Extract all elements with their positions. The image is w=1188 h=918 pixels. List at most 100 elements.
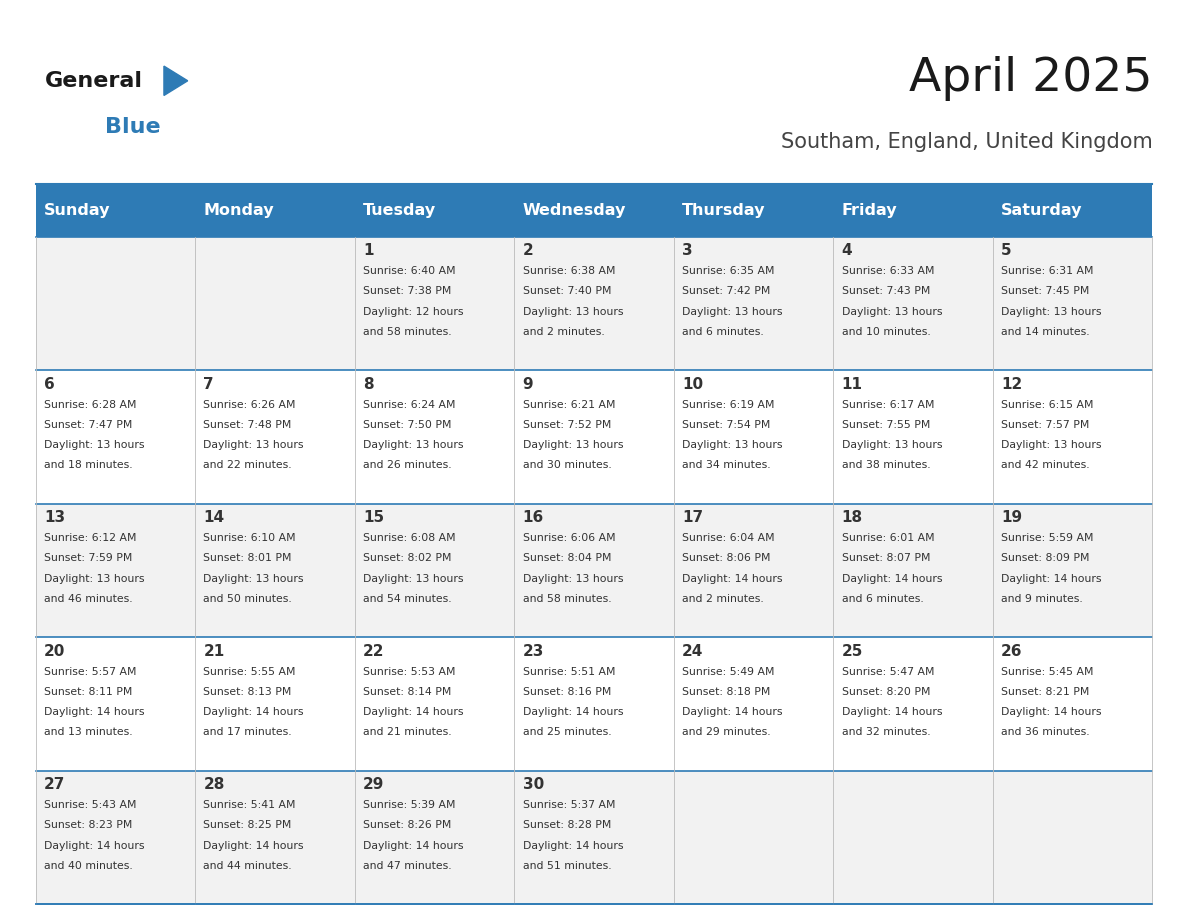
Bar: [195, 237, 355, 370]
Text: Sunset: 8:01 PM: Sunset: 8:01 PM: [203, 554, 292, 564]
Text: Friday: Friday: [841, 203, 897, 218]
Text: Sunrise: 5:45 AM: Sunrise: 5:45 AM: [1001, 666, 1094, 677]
Text: Daylight: 14 hours: Daylight: 14 hours: [841, 574, 942, 584]
Text: and 50 minutes.: and 50 minutes.: [203, 594, 292, 604]
Bar: [355, 370, 514, 504]
Text: 24: 24: [682, 644, 703, 659]
Text: Sunrise: 5:41 AM: Sunrise: 5:41 AM: [203, 800, 296, 810]
Text: Blue: Blue: [105, 117, 160, 137]
Bar: [674, 237, 833, 370]
Text: Sunset: 7:40 PM: Sunset: 7:40 PM: [523, 286, 611, 297]
Polygon shape: [164, 66, 188, 95]
Text: Sunset: 8:11 PM: Sunset: 8:11 PM: [44, 687, 132, 697]
Text: and 29 minutes.: and 29 minutes.: [682, 727, 771, 737]
Text: Sunset: 8:07 PM: Sunset: 8:07 PM: [841, 554, 930, 564]
Text: Sunset: 8:20 PM: Sunset: 8:20 PM: [841, 687, 930, 697]
Text: and 58 minutes.: and 58 minutes.: [364, 327, 451, 337]
Text: Daylight: 13 hours: Daylight: 13 hours: [841, 440, 942, 450]
Bar: [36, 771, 195, 904]
Text: Sunrise: 6:12 AM: Sunrise: 6:12 AM: [44, 533, 137, 543]
Text: 19: 19: [1001, 510, 1022, 525]
Text: 13: 13: [44, 510, 65, 525]
Text: Sunset: 8:09 PM: Sunset: 8:09 PM: [1001, 554, 1089, 564]
Text: Sunrise: 5:43 AM: Sunrise: 5:43 AM: [44, 800, 137, 810]
Bar: [514, 237, 674, 370]
Text: Sunrise: 6:26 AM: Sunrise: 6:26 AM: [203, 399, 296, 409]
Text: Sunset: 8:13 PM: Sunset: 8:13 PM: [203, 687, 292, 697]
Text: Sunrise: 5:47 AM: Sunrise: 5:47 AM: [841, 666, 934, 677]
Text: and 17 minutes.: and 17 minutes.: [203, 727, 292, 737]
Text: 22: 22: [364, 644, 385, 659]
Bar: [674, 370, 833, 504]
Text: and 18 minutes.: and 18 minutes.: [44, 460, 133, 470]
Text: 25: 25: [841, 644, 862, 659]
Text: Sunrise: 6:28 AM: Sunrise: 6:28 AM: [44, 399, 137, 409]
Bar: [674, 504, 833, 637]
Text: and 51 minutes.: and 51 minutes.: [523, 861, 611, 870]
Bar: [355, 184, 514, 237]
Bar: [195, 637, 355, 771]
Bar: [674, 637, 833, 771]
Bar: [36, 504, 195, 637]
Text: 15: 15: [364, 510, 384, 525]
Text: and 40 minutes.: and 40 minutes.: [44, 861, 133, 870]
Text: Sunrise: 5:51 AM: Sunrise: 5:51 AM: [523, 666, 615, 677]
Text: Sunset: 7:54 PM: Sunset: 7:54 PM: [682, 420, 771, 430]
Text: and 10 minutes.: and 10 minutes.: [841, 327, 930, 337]
Bar: [514, 370, 674, 504]
Text: Daylight: 13 hours: Daylight: 13 hours: [203, 574, 304, 584]
Text: Sunrise: 5:57 AM: Sunrise: 5:57 AM: [44, 666, 137, 677]
Text: Sunrise: 6:24 AM: Sunrise: 6:24 AM: [364, 399, 455, 409]
Text: Daylight: 14 hours: Daylight: 14 hours: [364, 707, 463, 717]
Text: Southam, England, United Kingdom: Southam, England, United Kingdom: [781, 132, 1152, 152]
Bar: [514, 771, 674, 904]
Text: 9: 9: [523, 376, 533, 392]
Text: and 42 minutes.: and 42 minutes.: [1001, 460, 1089, 470]
Text: Sunset: 7:45 PM: Sunset: 7:45 PM: [1001, 286, 1089, 297]
Text: Sunset: 7:42 PM: Sunset: 7:42 PM: [682, 286, 771, 297]
Text: Sunset: 8:04 PM: Sunset: 8:04 PM: [523, 554, 611, 564]
Text: and 54 minutes.: and 54 minutes.: [364, 594, 451, 604]
Text: Thursday: Thursday: [682, 203, 765, 218]
Text: 23: 23: [523, 644, 544, 659]
Text: Daylight: 14 hours: Daylight: 14 hours: [523, 707, 623, 717]
Text: 16: 16: [523, 510, 544, 525]
Text: Tuesday: Tuesday: [364, 203, 436, 218]
Text: Sunrise: 6:01 AM: Sunrise: 6:01 AM: [841, 533, 934, 543]
Text: Daylight: 14 hours: Daylight: 14 hours: [841, 707, 942, 717]
Bar: [993, 370, 1152, 504]
Text: Sunset: 8:02 PM: Sunset: 8:02 PM: [364, 554, 451, 564]
Bar: [993, 237, 1152, 370]
Text: Daylight: 13 hours: Daylight: 13 hours: [1001, 440, 1101, 450]
Bar: [195, 184, 355, 237]
Text: Sunset: 7:57 PM: Sunset: 7:57 PM: [1001, 420, 1089, 430]
Text: 17: 17: [682, 510, 703, 525]
Text: and 25 minutes.: and 25 minutes.: [523, 727, 611, 737]
Text: and 22 minutes.: and 22 minutes.: [203, 460, 292, 470]
Text: Wednesday: Wednesday: [523, 203, 626, 218]
Text: Sunrise: 6:19 AM: Sunrise: 6:19 AM: [682, 399, 775, 409]
Bar: [833, 370, 993, 504]
Text: Daylight: 14 hours: Daylight: 14 hours: [682, 707, 783, 717]
Text: Sunrise: 6:08 AM: Sunrise: 6:08 AM: [364, 533, 456, 543]
Text: and 44 minutes.: and 44 minutes.: [203, 861, 292, 870]
Text: Sunset: 7:48 PM: Sunset: 7:48 PM: [203, 420, 292, 430]
Text: Daylight: 14 hours: Daylight: 14 hours: [44, 707, 145, 717]
Text: 18: 18: [841, 510, 862, 525]
Text: and 6 minutes.: and 6 minutes.: [682, 327, 764, 337]
Text: Daylight: 13 hours: Daylight: 13 hours: [44, 574, 145, 584]
Text: Sunset: 8:28 PM: Sunset: 8:28 PM: [523, 821, 611, 830]
Text: Sunrise: 5:37 AM: Sunrise: 5:37 AM: [523, 800, 615, 810]
Text: Daylight: 12 hours: Daylight: 12 hours: [364, 307, 463, 317]
Text: 7: 7: [203, 376, 214, 392]
Bar: [355, 771, 514, 904]
Text: Saturday: Saturday: [1001, 203, 1082, 218]
Text: Daylight: 13 hours: Daylight: 13 hours: [682, 307, 783, 317]
Text: Sunrise: 5:53 AM: Sunrise: 5:53 AM: [364, 666, 455, 677]
Text: Daylight: 14 hours: Daylight: 14 hours: [1001, 707, 1101, 717]
Text: Daylight: 13 hours: Daylight: 13 hours: [682, 440, 783, 450]
Text: 20: 20: [44, 644, 65, 659]
Text: Daylight: 13 hours: Daylight: 13 hours: [364, 574, 463, 584]
Bar: [833, 637, 993, 771]
Text: 3: 3: [682, 243, 693, 258]
